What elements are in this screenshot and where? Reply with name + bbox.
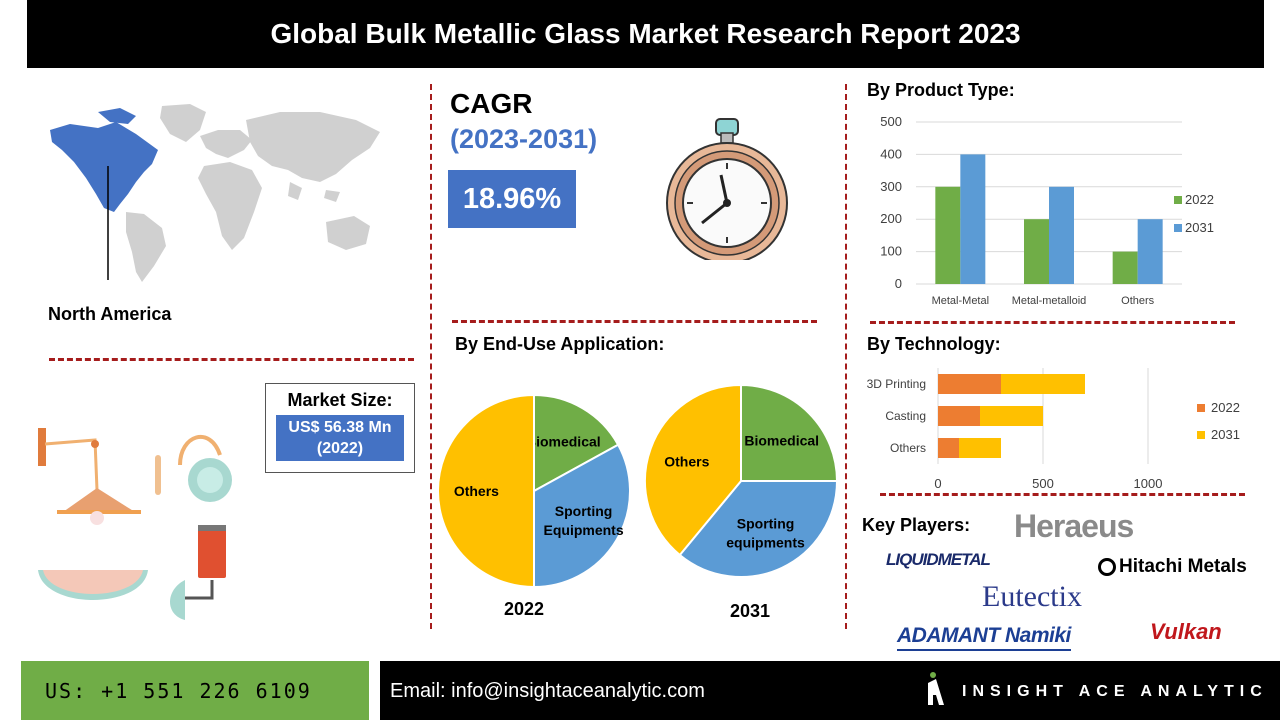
product-bar-2031 — [960, 154, 986, 284]
cagr-period: (2023-2031) — [450, 124, 598, 154]
pie-slice-label: Biomedical — [526, 433, 601, 449]
product-bar-2022 — [1024, 219, 1049, 284]
section-title-key-players: Key Players: — [862, 515, 971, 535]
world-map — [50, 104, 380, 282]
lamps-illustration — [38, 428, 232, 620]
market-size-value-box: US$ 56.38 Mn (2022) — [276, 415, 404, 461]
product-ytick-label: 200 — [880, 211, 902, 226]
tech-xtick-label: 0 — [934, 476, 941, 491]
technology-chart: 0 500 1000 3D Printing Casting Others 2022 2031 — [867, 368, 1240, 491]
pie-slice — [678, 480, 839, 578]
tech-xtick-label: 1000 — [1134, 476, 1163, 491]
tech-legend-swatch — [1197, 431, 1205, 439]
brand-logo-icon — [928, 672, 944, 705]
tech-category-label: Others — [890, 441, 926, 455]
product-bar-2031 — [1137, 219, 1163, 284]
product-legend-swatch — [1174, 196, 1182, 204]
product-category-label: Metal-metalloid — [1012, 295, 1087, 307]
pie-slice-label: Others — [454, 483, 499, 499]
stopwatch-icon — [666, 118, 788, 260]
market-size-value: US$ 56.38 Mn — [288, 419, 392, 436]
pie-slice-label: equipments — [726, 535, 805, 551]
player-eutectix-logo: Eutectix — [982, 580, 1082, 613]
market-size-box: Market Size: US$ 56.38 Mn (2022) — [265, 383, 415, 473]
hitachi-mark-icon — [1098, 558, 1116, 576]
market-size-year: (2022) — [316, 440, 364, 457]
tech-legend-label: 2022 — [1211, 400, 1240, 415]
product-category-label: Metal-Metal — [932, 295, 989, 307]
tech-bar-2022 — [938, 438, 959, 458]
player-heraeus-logo: Heraeus — [1014, 508, 1134, 544]
pie-slice-label: Sporting — [737, 516, 795, 532]
pie-year-label-2022: 2022 — [503, 599, 545, 619]
pie-slice — [740, 383, 839, 482]
divider-right — [845, 84, 847, 629]
product-ytick-label: 500 — [880, 114, 902, 129]
footer-bar: Email: info@insightaceanalytic.com INSIG… — [380, 661, 1280, 720]
region-label: North America — [48, 304, 172, 324]
product-legend-label: 2022 — [1185, 192, 1214, 207]
tech-legend-swatch — [1197, 404, 1205, 412]
tech-bar-2022 — [938, 406, 980, 426]
divider-left — [430, 84, 432, 629]
tech-bar-2031 — [959, 438, 1001, 458]
tech-bar-2022 — [938, 374, 1001, 394]
player-liquidmetal-logo: LIQUIDMETAL — [886, 550, 991, 569]
cagr-value: 18.96% — [448, 170, 576, 228]
divider-cagr — [452, 320, 817, 323]
end-use-pie-charts: Biomedical Sporting Equipments Others Biomed… — [437, 383, 839, 589]
product-bar-2022 — [1112, 251, 1138, 284]
report-title: Global Bulk Metallic Glass Market Resear… — [27, 0, 1264, 68]
pie-slice — [533, 443, 631, 589]
tech-xtick-label: 500 — [1032, 476, 1054, 491]
divider-region — [49, 358, 414, 361]
tech-category-label: Casting — [885, 409, 926, 423]
divider-technology — [880, 493, 1245, 496]
divider-product — [870, 321, 1235, 324]
product-ytick-label: 300 — [880, 179, 902, 194]
tech-bar-2031 — [980, 406, 1043, 426]
player-adamant-namiki-logo: ADAMANT Namiki — [897, 624, 1071, 651]
footer-phone: US: +1 551 226 6109 — [21, 661, 369, 720]
product-legend-label: 2031 — [1185, 220, 1214, 235]
tech-category-label: 3D Printing — [867, 377, 926, 391]
product-ytick-label: 0 — [895, 276, 902, 291]
pie-year-label-2031: 2031 — [729, 601, 771, 621]
pie-slice — [437, 393, 535, 589]
pie-slice-label: Others — [664, 453, 709, 469]
section-title-product-type: By Product Type: — [867, 80, 1015, 100]
pie-slice — [644, 383, 742, 557]
product-type-chart: 0 100 200 300 400 500 Metal-Metal Metal-metallo… — [880, 114, 1214, 307]
product-ytick-label: 400 — [880, 146, 902, 161]
player-hitachi-logo: Hitachi Metals — [1098, 556, 1247, 578]
section-title-technology: By Technology: — [867, 334, 1001, 354]
north-america-shape — [50, 122, 158, 212]
pie-slice-label: Biomedical — [744, 432, 819, 448]
product-bar-2031 — [1049, 186, 1074, 284]
product-ytick-label: 100 — [880, 244, 902, 259]
pie-slice — [533, 393, 620, 493]
product-legend-swatch — [1174, 224, 1182, 232]
cagr-heading: CAGR — [450, 88, 533, 119]
tech-legend-label: 2031 — [1211, 427, 1240, 442]
footer-email[interactable]: Email: info@insightaceanalytic.com — [390, 680, 705, 702]
pie-slice-label: Sporting — [555, 503, 613, 519]
player-vulkan-logo: Vulkan — [1150, 619, 1222, 644]
product-category-label: Others — [1121, 295, 1155, 307]
player-hitachi-name: Hitachi Metals — [1119, 556, 1247, 577]
product-bar-2022 — [935, 186, 961, 284]
tech-bar-2031 — [1001, 374, 1085, 394]
pie-slice-label: Equipments — [544, 522, 624, 538]
market-size-title: Market Size: — [287, 390, 393, 410]
section-title-end-use: By End-Use Application: — [455, 334, 665, 354]
footer-brand: INSIGHT ACE ANALYTIC — [962, 683, 1268, 700]
